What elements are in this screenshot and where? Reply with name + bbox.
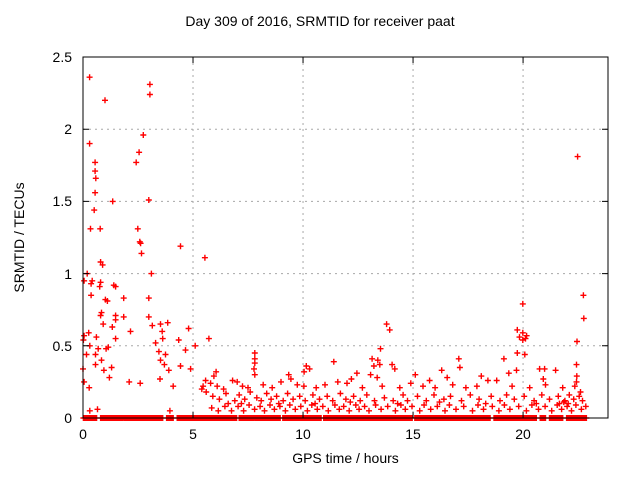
y-tick-label: 1 — [64, 265, 72, 282]
x-tick-label: 20 — [515, 426, 531, 442]
y-tick-label: 2.5 — [52, 49, 72, 65]
y-tick-label: 1.5 — [52, 193, 72, 210]
x-axis-label: GPS time / hours — [292, 450, 399, 466]
y-axis-label: SRMTID / TECUs — [11, 182, 27, 293]
y-tick-label: 2 — [64, 121, 72, 138]
plot-border — [82, 56, 609, 419]
tick-marks — [82, 56, 608, 419]
chart-title: Day 309 of 2016, SRMTID for receiver paa… — [185, 13, 455, 29]
y-tick-label: 0 — [64, 410, 72, 426]
data-points — [80, 74, 589, 414]
grid-lines — [83, 57, 608, 418]
x-tick-label: 0 — [79, 426, 87, 442]
x-tick-label: 5 — [189, 426, 197, 442]
y-tick-label: 0.5 — [52, 337, 72, 354]
x-tick-label: 15 — [405, 426, 421, 442]
x-tick-label: 10 — [295, 426, 311, 442]
